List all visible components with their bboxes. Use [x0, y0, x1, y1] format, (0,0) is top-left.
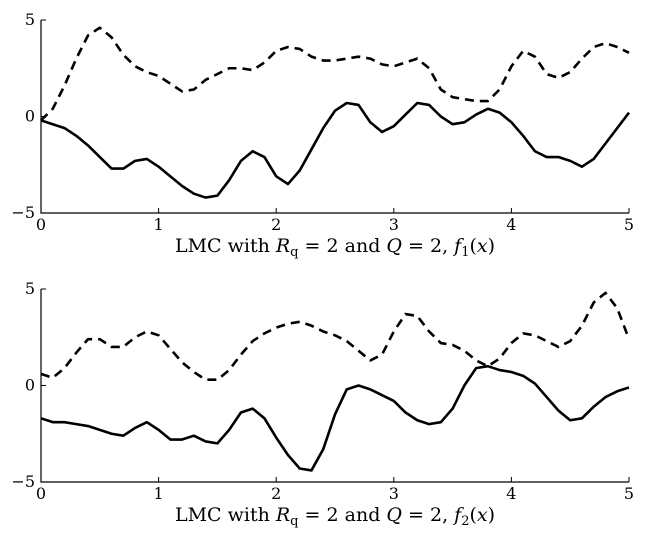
caption-part: ( [469, 235, 476, 257]
y-tick-label: 0 [25, 376, 35, 395]
caption-part: LMC with [175, 504, 276, 526]
caption-part: LMC with [175, 235, 276, 257]
y-tick-label: −5 [11, 203, 35, 222]
x-tick-label: 1 [154, 215, 164, 234]
x-tick-label: 5 [624, 484, 634, 503]
caption: LMC with Rq = 2 and Q = 2, f1(x) [175, 235, 495, 260]
series-solid-line [40, 364, 630, 472]
caption-part: x [477, 504, 488, 526]
x-tick-label: 0 [36, 215, 46, 234]
x-tick-label: 4 [506, 484, 516, 503]
series-dashed-line [40, 291, 631, 382]
caption-part: = 2 and [299, 504, 387, 526]
caption-part: = 2, [402, 235, 454, 257]
x-tick-label: 3 [389, 484, 399, 503]
x-tick-label: 1 [154, 484, 164, 503]
x-tick-label: 3 [389, 215, 399, 234]
caption-part: ) [488, 235, 495, 257]
caption-part: q [290, 245, 298, 260]
y-tick-label: 5 [25, 10, 35, 29]
caption-part: f [452, 504, 464, 526]
axes-frame [40, 289, 629, 483]
x-tick-label: 5 [624, 215, 634, 234]
caption-part: 1 [461, 245, 469, 260]
series-dashed-line [40, 26, 630, 122]
series-solid-line [40, 101, 631, 199]
caption-part: Q [386, 235, 402, 257]
caption-part: R [275, 235, 290, 257]
x-tick-label: 2 [271, 215, 281, 234]
caption-part: ) [488, 504, 495, 526]
caption-part: = 2 and [299, 235, 387, 257]
caption: LMC with Rq = 2 and Q = 2, f2(x) [175, 504, 495, 529]
caption-part: 2 [461, 514, 469, 529]
axes-frame [40, 20, 629, 214]
caption-part: = 2, [402, 504, 454, 526]
y-tick-label: 0 [25, 107, 35, 126]
x-tick-label: 0 [36, 484, 46, 503]
y-tick-label: −5 [11, 472, 35, 491]
y-tick-label: 5 [25, 279, 35, 298]
caption-part: ( [469, 504, 476, 526]
x-tick-label: 4 [506, 215, 516, 234]
caption-part: q [290, 514, 298, 529]
caption-part: Q [386, 504, 402, 526]
caption-part: x [477, 235, 488, 257]
x-tick-label: 2 [271, 484, 281, 503]
caption-part: R [275, 504, 290, 526]
caption-part: f [452, 235, 464, 257]
